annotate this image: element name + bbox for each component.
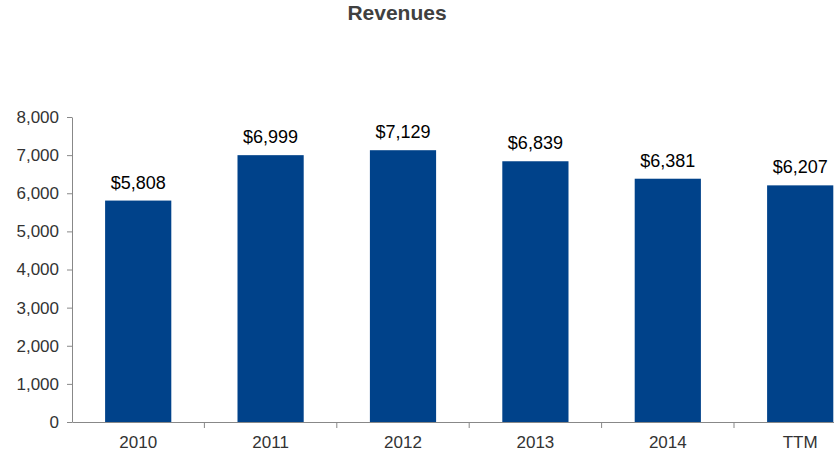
y-tick-label: 6,000 — [16, 184, 59, 203]
x-tick: 2010 — [119, 422, 157, 452]
x-tick-label: 2012 — [384, 433, 422, 452]
y-tick-label: 5,000 — [16, 222, 59, 241]
y-tick-label: 7,000 — [16, 146, 59, 165]
category-separator — [204, 422, 205, 428]
bars — [105, 150, 833, 422]
y-tick: 6,000 — [16, 184, 72, 203]
x-axis: 2010 2011 2012 2013 2014 TTM — [73, 422, 834, 452]
y-tick-mark — [67, 384, 72, 385]
data-label: $6,207 — [773, 157, 828, 177]
y-tick-mark — [67, 117, 72, 118]
x-axis-line — [73, 422, 834, 423]
chart: Revenues 0 1,000 2,000 3,000 4,000 5,000 6,000 7… — [0, 0, 834, 460]
y-tick: 4,000 — [16, 260, 72, 279]
x-tick-label: 2013 — [516, 433, 554, 452]
y-tick-mark — [67, 308, 72, 309]
bar — [502, 161, 568, 422]
y-tick: 1,000 — [16, 375, 72, 394]
x-tick: 2013 — [516, 422, 554, 452]
category-separator — [734, 422, 735, 428]
data-label: $6,999 — [243, 127, 298, 147]
y-tick-mark — [67, 422, 72, 423]
y-tick-label: 3,000 — [16, 299, 59, 318]
category-separator — [469, 422, 470, 428]
category-separators — [204, 422, 834, 428]
y-axis-line — [72, 118, 73, 423]
x-tick-label: TTM — [783, 433, 818, 452]
x-tick: 2014 — [649, 422, 687, 452]
bar — [635, 179, 701, 422]
x-tick-label: 2014 — [649, 433, 687, 452]
y-tick-label: 4,000 — [16, 260, 59, 279]
y-tick: 2,000 — [16, 337, 72, 356]
bar — [767, 185, 833, 422]
y-tick-mark — [67, 155, 72, 156]
y-tick: 3,000 — [16, 299, 72, 318]
x-tick-label: 2010 — [119, 433, 157, 452]
x-tick: 2011 — [252, 422, 289, 452]
y-tick: 7,000 — [16, 146, 72, 165]
data-label: $7,129 — [375, 122, 430, 142]
y-axis: 0 1,000 2,000 3,000 4,000 5,000 6,000 7,000 8,00… — [16, 108, 72, 432]
y-tick-label: 2,000 — [16, 337, 59, 356]
bar — [370, 150, 436, 422]
title: Revenues — [347, 1, 446, 24]
data-labels: $5,808 $6,999 $7,129 $6,839 $6,381 $6,207 — [111, 122, 828, 192]
y-tick-mark — [67, 231, 72, 232]
y-tick-label: 8,000 — [16, 108, 59, 127]
x-tick: 2012 — [384, 422, 422, 452]
data-label: $6,381 — [640, 151, 695, 171]
data-label: $6,839 — [508, 133, 563, 153]
y-tick: 5,000 — [16, 222, 72, 241]
y-tick-mark — [67, 270, 72, 271]
y-tick-mark — [67, 193, 72, 194]
bar — [238, 155, 304, 422]
y-tick: 0 — [50, 413, 72, 432]
x-tick: TTM — [783, 422, 818, 452]
bar — [105, 201, 171, 422]
y-tick: 8,000 — [16, 108, 72, 127]
category-separator — [601, 422, 602, 428]
data-label: $5,808 — [111, 173, 166, 193]
category-separator — [336, 422, 337, 428]
y-tick-mark — [67, 346, 72, 347]
y-tick-label: 1,000 — [16, 375, 59, 394]
x-tick-label: 2011 — [252, 433, 289, 452]
y-tick-label: 0 — [50, 413, 59, 432]
